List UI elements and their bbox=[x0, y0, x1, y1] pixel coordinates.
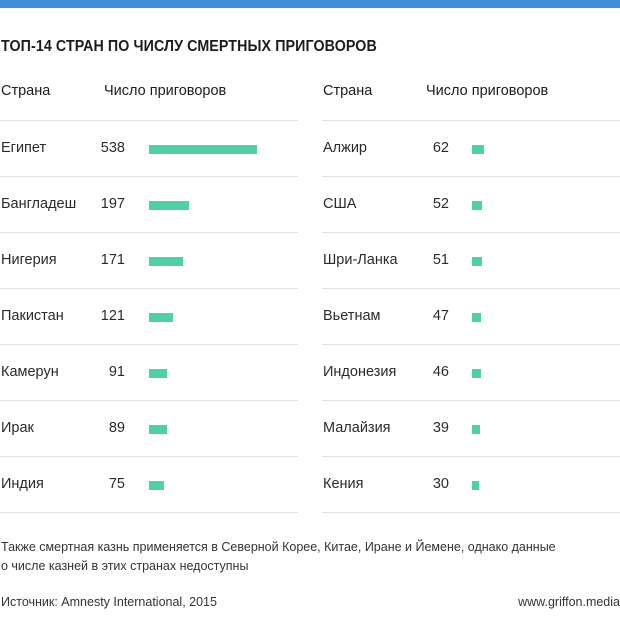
value-bar bbox=[149, 201, 189, 210]
source-text: Источник: Amnesty International, 2015 bbox=[1, 595, 217, 609]
left-table: Страна Число приговоров Египет 538 Банглад… bbox=[0, 80, 298, 513]
table-row: Вьетнам 47 bbox=[322, 289, 620, 345]
sentence-count: 51 bbox=[432, 252, 449, 268]
header-country: Страна bbox=[323, 83, 373, 99]
table-row: Ирак 89 bbox=[0, 401, 298, 457]
value-bar bbox=[472, 257, 482, 266]
table-header: Страна Число приговоров bbox=[322, 80, 620, 121]
site-link[interactable]: www.griffon.media bbox=[518, 595, 620, 609]
table-row: Нигерия 171 bbox=[0, 233, 298, 289]
header-count: Число приговоров bbox=[426, 83, 549, 99]
sentence-count: 46 bbox=[432, 364, 449, 380]
country-name: Камерун bbox=[1, 364, 59, 380]
top-accent-bar bbox=[0, 0, 620, 8]
header-count: Число приговоров bbox=[104, 83, 227, 99]
country-name: Шри-Ланка bbox=[323, 252, 398, 268]
table-row: Шри-Ланка 51 bbox=[322, 233, 620, 289]
country-name: Индонезия bbox=[323, 364, 397, 380]
country-name: Ирак bbox=[1, 420, 34, 436]
country-name: Пакистан bbox=[1, 308, 64, 324]
table-header: Страна Число приговоров bbox=[0, 80, 298, 121]
sentence-count: 30 bbox=[432, 476, 449, 492]
value-bar bbox=[472, 145, 484, 154]
value-bar bbox=[472, 201, 482, 210]
country-name: Кения bbox=[323, 476, 364, 492]
sentence-count: 171 bbox=[100, 252, 125, 268]
table-row: Пакистан 121 bbox=[0, 289, 298, 345]
sentence-count: 197 bbox=[100, 196, 125, 212]
country-name: Индия bbox=[1, 476, 44, 492]
table-row: Малайзия 39 bbox=[322, 401, 620, 457]
sentence-count: 89 bbox=[108, 420, 125, 436]
sentence-count: 52 bbox=[432, 196, 449, 212]
table-row: Индонезия 46 bbox=[322, 345, 620, 401]
header-country: Страна bbox=[1, 83, 51, 99]
sentence-count: 91 bbox=[108, 364, 125, 380]
country-name: Египет bbox=[1, 140, 47, 156]
table-row: Бангладеш 197 bbox=[0, 177, 298, 233]
sentence-count: 47 bbox=[432, 308, 449, 324]
value-bar bbox=[472, 313, 481, 322]
sentence-count: 75 bbox=[108, 476, 125, 492]
country-name: Вьетнам bbox=[323, 308, 381, 324]
value-bar bbox=[149, 425, 167, 434]
country-name: США bbox=[323, 196, 357, 212]
country-name: Малайзия bbox=[323, 420, 391, 436]
table-row: Алжир 62 bbox=[322, 121, 620, 177]
chart-title: ТОП-14 СТРАН ПО ЧИСЛУ СМЕРТНЫХ ПРИГОВОРО… bbox=[1, 38, 377, 55]
value-bar bbox=[149, 369, 167, 378]
sentence-count: 62 bbox=[432, 140, 449, 156]
table-row: Кения 30 bbox=[322, 457, 620, 513]
sentence-count: 121 bbox=[100, 308, 125, 324]
country-name: Алжир bbox=[323, 140, 367, 156]
value-bar bbox=[149, 481, 164, 490]
table-row: Камерун 91 bbox=[0, 345, 298, 401]
table-row: Индия 75 bbox=[0, 457, 298, 513]
table-row: Египет 538 bbox=[0, 121, 298, 177]
value-bar bbox=[472, 481, 479, 490]
value-bar bbox=[149, 145, 257, 154]
value-bar bbox=[472, 369, 481, 378]
value-bar bbox=[149, 313, 173, 322]
table-row: США 52 bbox=[322, 177, 620, 233]
country-name: Бангладеш bbox=[1, 196, 77, 212]
sentence-count: 39 bbox=[432, 420, 449, 436]
country-name: Нигерия bbox=[1, 252, 57, 268]
value-bar bbox=[472, 425, 480, 434]
footnote: Также смертная казнь применяется в Север… bbox=[1, 540, 556, 573]
right-table: Страна Число приговоров Алжир 62 США 52 Шри-… bbox=[322, 80, 620, 513]
sentence-count: 538 bbox=[100, 140, 125, 156]
value-bar bbox=[149, 257, 183, 266]
